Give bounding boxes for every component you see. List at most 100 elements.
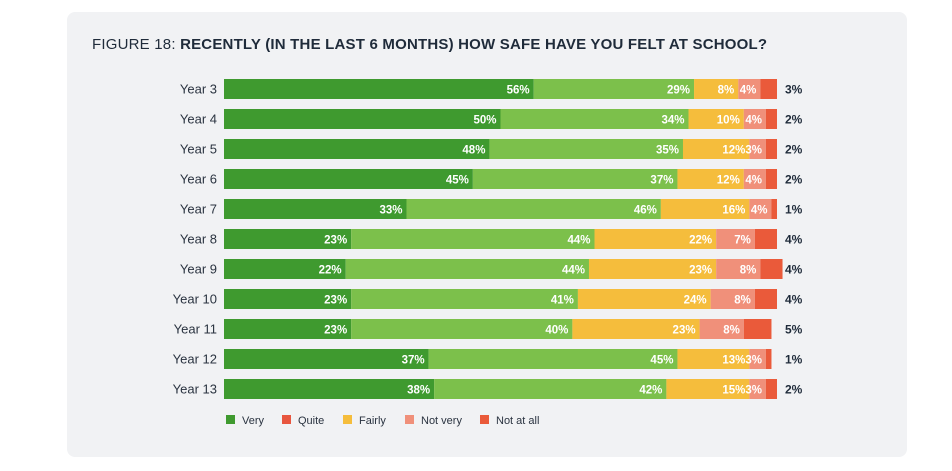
- bar-year-3-not-very: [738, 79, 761, 99]
- data-label-year-3-not-at-all: 3%: [785, 83, 803, 97]
- legend-label-not-at-all: Not at all: [496, 415, 539, 427]
- bar-year-6-very: [224, 169, 473, 189]
- chart-title-main: RECENTLY (IN THE LAST 6 MONTHS) HOW SAFE…: [180, 36, 768, 53]
- bar-year-5-quite: [489, 139, 683, 159]
- bar-year-10-not-at-all: [754, 289, 777, 309]
- bar-year-7-not-very: [749, 199, 772, 219]
- data-label-year-10-fairly: 24%: [684, 295, 707, 307]
- category-label-year-3: Year 3: [180, 82, 217, 97]
- bar-year-4-very: [224, 109, 501, 129]
- bar-year-8-very: [224, 229, 352, 249]
- bar-year-9-not-very: [716, 259, 761, 279]
- data-label-year-12-not-very: 3%: [745, 355, 762, 367]
- data-label-year-4-fairly: 10%: [717, 115, 740, 127]
- data-label-year-10-not-very: 8%: [734, 295, 751, 307]
- data-label-year-11-not-at-all: 5%: [785, 323, 803, 337]
- bar-year-9-quite: [345, 259, 589, 279]
- legend-swatch-not-at-all: [480, 415, 489, 424]
- bar-year-4-not-at-all: [765, 109, 777, 129]
- data-label-year-8-not-very: 7%: [734, 235, 751, 247]
- category-label-year-6: Year 6: [180, 172, 217, 187]
- data-label-year-6-very: 45%: [446, 175, 469, 187]
- bar-year-4-fairly: [688, 109, 744, 129]
- bar-year-13-not-at-all: [765, 379, 777, 399]
- bar-year-5-very: [224, 139, 490, 159]
- legend-swatch-not-very: [405, 415, 414, 424]
- data-label-year-7-not-very: 4%: [751, 205, 768, 217]
- bar-year-12-not-at-all: [765, 349, 772, 369]
- bar-year-13-fairly: [666, 379, 750, 399]
- legend-label-fairly: Fairly: [359, 415, 386, 427]
- data-label-year-7-fairly: 16%: [722, 205, 745, 217]
- data-label-year-12-fairly: 13%: [722, 355, 745, 367]
- bar-year-6-not-at-all: [765, 169, 777, 189]
- bar-year-6-fairly: [677, 169, 744, 189]
- category-label-year-9: Year 9: [180, 262, 217, 277]
- data-label-year-5-not-at-all: 2%: [785, 143, 803, 157]
- bar-year-3-fairly: [694, 79, 739, 99]
- bar-year-9-very: [224, 259, 346, 279]
- data-label-year-13-fairly: 15%: [722, 385, 745, 397]
- bar-year-12-quite: [428, 349, 678, 369]
- data-label-year-8-not-at-all: 4%: [785, 233, 803, 247]
- data-label-year-10-very: 23%: [324, 295, 347, 307]
- legend-label-quite: Quite: [298, 415, 324, 427]
- bar-year-3-very: [224, 79, 534, 99]
- data-label-year-5-fairly: 12%: [722, 145, 745, 157]
- data-label-year-9-very: 22%: [319, 265, 342, 277]
- bar-year-7-very: [224, 199, 407, 219]
- data-label-year-13-very: 38%: [407, 385, 430, 397]
- data-label-year-12-quite: 45%: [650, 355, 673, 367]
- bar-year-7-quite: [406, 199, 661, 219]
- data-label-year-5-quite: 35%: [656, 145, 679, 157]
- bar-year-5-fairly: [682, 139, 750, 159]
- bar-year-6-not-very: [743, 169, 766, 189]
- bar-year-6-quite: [472, 169, 678, 189]
- bar-year-11-not-very: [699, 319, 744, 339]
- legend-label-not-very: Not very: [421, 415, 462, 427]
- category-label-year-10: Year 10: [173, 292, 217, 307]
- bar-year-13-very: [224, 379, 435, 399]
- category-label-year-8: Year 8: [180, 232, 217, 247]
- bar-year-10-very: [224, 289, 352, 309]
- bar-year-11-fairly: [572, 319, 700, 339]
- data-label-year-10-not-at-all: 4%: [785, 293, 803, 307]
- bar-year-5-not-very: [749, 139, 766, 159]
- data-label-year-4-not-very: 4%: [745, 115, 762, 127]
- data-label-year-6-fairly: 12%: [717, 175, 740, 187]
- data-label-year-5-very: 48%: [462, 145, 485, 157]
- bar-year-5-not-at-all: [765, 139, 777, 159]
- bar-year-13-quite: [434, 379, 667, 399]
- data-label-year-11-quite: 40%: [545, 325, 568, 337]
- data-label-year-7-very: 33%: [379, 205, 402, 217]
- data-label-year-11-not-very: 8%: [723, 325, 740, 337]
- bar-year-3-not-at-all: [760, 79, 777, 99]
- data-label-year-7-not-at-all: 1%: [785, 203, 803, 217]
- data-label-year-9-not-at-all: 4%: [785, 263, 803, 277]
- data-label-year-3-fairly: 8%: [718, 85, 735, 97]
- data-label-year-8-very: 23%: [324, 235, 347, 247]
- data-label-year-11-very: 23%: [324, 325, 347, 337]
- bar-year-10-quite: [351, 289, 578, 309]
- bar-year-11-very: [224, 319, 352, 339]
- bar-year-4-not-very: [743, 109, 766, 129]
- data-label-year-12-very: 37%: [402, 355, 425, 367]
- data-label-year-13-not-very: 3%: [745, 385, 762, 397]
- legend-swatch-quite: [282, 415, 291, 424]
- data-label-year-5-not-very: 3%: [745, 145, 762, 157]
- bar-year-12-not-very: [749, 349, 766, 369]
- legend-swatch-fairly: [343, 415, 352, 424]
- data-label-year-3-very: 56%: [507, 85, 530, 97]
- data-label-year-9-fairly: 23%: [689, 265, 712, 277]
- category-label-year-13: Year 13: [173, 382, 217, 397]
- data-label-year-8-quite: 44%: [567, 235, 590, 247]
- bar-year-8-quite: [351, 229, 595, 249]
- bar-year-12-fairly: [677, 349, 750, 369]
- bar-year-8-fairly: [594, 229, 717, 249]
- bar-year-11-quite: [351, 319, 573, 339]
- bar-year-7-fairly: [660, 199, 750, 219]
- chart-title: FIGURE 18: RECENTLY (IN THE LAST 6 MONTH…: [92, 36, 767, 53]
- legend-swatch-very: [226, 415, 235, 424]
- category-label-year-4: Year 4: [180, 112, 217, 127]
